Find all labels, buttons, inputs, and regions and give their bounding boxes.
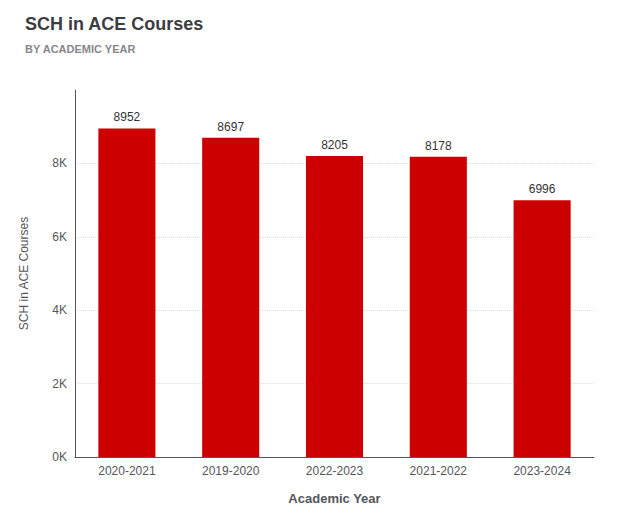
svg-text:4K: 4K <box>52 303 67 317</box>
svg-text:BY ACADEMIC YEAR: BY ACADEMIC YEAR <box>25 43 135 55</box>
svg-text:2020-2021: 2020-2021 <box>98 464 156 478</box>
svg-text:8952: 8952 <box>114 110 141 124</box>
svg-text:2021-2022: 2021-2022 <box>410 464 468 478</box>
svg-text:SCH in ACE Courses: SCH in ACE Courses <box>25 14 203 34</box>
svg-text:0K: 0K <box>52 450 67 464</box>
svg-text:8K: 8K <box>52 156 67 170</box>
svg-text:8697: 8697 <box>217 120 244 134</box>
svg-text:2022-2023: 2022-2023 <box>306 464 364 478</box>
svg-text:8178: 8178 <box>425 139 452 153</box>
svg-text:2K: 2K <box>52 377 67 391</box>
svg-text:2023-2024: 2023-2024 <box>513 464 571 478</box>
svg-text:6K: 6K <box>52 230 67 244</box>
svg-text:6996: 6996 <box>529 182 556 196</box>
svg-text:2019-2020: 2019-2020 <box>202 464 260 478</box>
svg-text:Academic Year: Academic Year <box>288 491 380 506</box>
svg-text:8205: 8205 <box>321 138 348 152</box>
svg-text:SCH in ACE Courses: SCH in ACE Courses <box>17 217 31 330</box>
